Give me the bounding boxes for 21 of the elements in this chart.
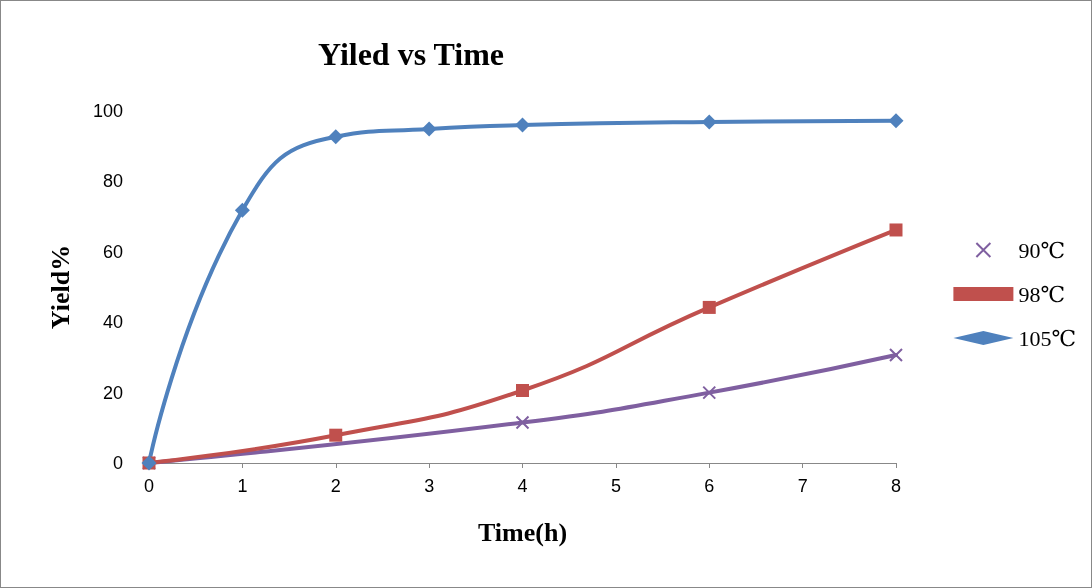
legend-label: 90℃: [1018, 237, 1066, 263]
y-tick-label: 100: [92, 101, 123, 121]
y-tick-label: 40: [102, 312, 123, 333]
x-axis-title: Time(h): [477, 517, 568, 547]
x-tick-label: 6: [704, 476, 715, 496]
legend-label: 98℃: [1018, 281, 1066, 307]
x-tick-label: 5: [610, 476, 621, 496]
x-tick-label: 3: [424, 476, 435, 496]
y-axis-title: Yield%: [45, 244, 75, 330]
y-tick-label: 0: [112, 453, 123, 473]
x-tick-label: 2: [330, 476, 341, 496]
y-tick-label: 60: [102, 241, 123, 262]
x-tick-label: 0: [143, 476, 155, 496]
x-tick-label: 4: [517, 476, 528, 496]
chart-title: Yiled vs Time: [317, 36, 505, 72]
y-tick-label: 20: [102, 382, 123, 403]
x-tick-label: 1: [237, 476, 248, 496]
legend-label: 105℃: [1018, 325, 1077, 351]
y-tick-label: 80: [102, 171, 123, 192]
x-tick-label: 8: [890, 476, 902, 496]
x-tick-label: 7: [797, 476, 808, 496]
